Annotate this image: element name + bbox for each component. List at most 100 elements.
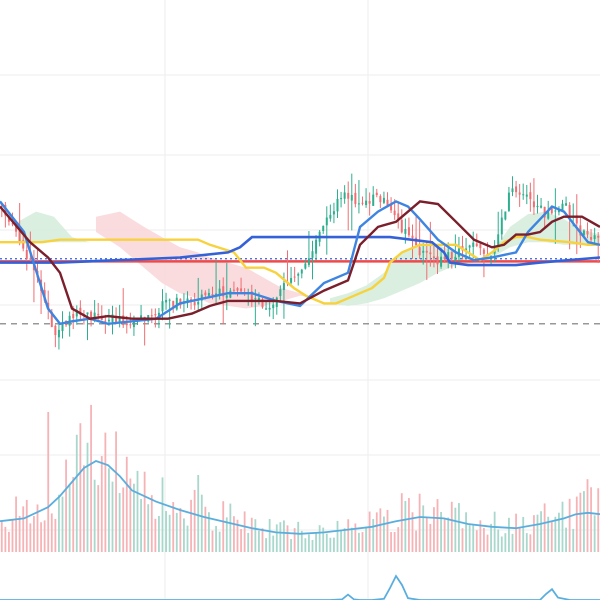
volume-bar-76 — [268, 518, 271, 552]
candle-body-34 — [118, 316, 121, 323]
volume-bar-33 — [115, 431, 117, 552]
candle-body-108 — [382, 197, 385, 203]
volume-bar-53 — [186, 525, 189, 552]
volume-bar-65 — [229, 503, 232, 552]
volume-bar-134 — [475, 530, 478, 552]
volume-bar-23 — [79, 423, 82, 552]
volume-bar-74 — [261, 528, 264, 552]
candle-body-28 — [97, 313, 100, 316]
oscillator-line — [0, 574, 600, 600]
volume-bar-136 — [483, 527, 485, 552]
volume-bar-87 — [308, 534, 310, 552]
candle-body-71 — [250, 291, 253, 301]
volume-bar-131 — [465, 512, 467, 552]
candle-body-125 — [443, 256, 446, 259]
candle-body-22 — [75, 310, 78, 317]
volume-bar-159 — [565, 527, 567, 552]
indicator-lines — [0, 200, 600, 326]
candle-body-60 — [211, 294, 214, 296]
candle-body-3 — [7, 216, 10, 222]
candle-body-31 — [107, 319, 110, 322]
candle-body-47 — [165, 300, 168, 303]
volume-bar-164 — [583, 491, 585, 552]
candle-body-23 — [79, 307, 82, 315]
candle-body-21 — [72, 313, 75, 319]
volume-bar-151 — [536, 514, 539, 552]
candle-body-49 — [172, 300, 175, 308]
volume-bar-126 — [447, 517, 450, 552]
volume-bar-163 — [579, 492, 582, 552]
candle-body-160 — [568, 205, 571, 218]
candle-body-92 — [325, 217, 328, 226]
volume-bar-141 — [500, 536, 503, 552]
volume-bar-72 — [254, 519, 257, 552]
volume-bar-70 — [247, 532, 250, 552]
volume-bar-98 — [347, 519, 350, 552]
candle-body-144 — [511, 188, 514, 193]
volume-bar-28 — [97, 485, 100, 552]
candle-body-36 — [125, 323, 128, 326]
candle-body-58 — [204, 292, 207, 296]
volume-bar-113 — [400, 493, 403, 552]
candle-body-159 — [565, 203, 568, 206]
cloud-segment-1 — [18, 211, 90, 243]
candle-body-83 — [293, 276, 296, 278]
candle-body-111 — [393, 210, 396, 216]
candle-body-66 — [232, 289, 235, 291]
candle-body-156 — [554, 210, 557, 212]
volume-bar-43 — [150, 495, 153, 552]
volume-bar-86 — [304, 538, 307, 552]
candle-body-152 — [540, 205, 543, 208]
candle-body-51 — [179, 298, 182, 306]
volume-bar-79 — [279, 522, 282, 552]
volume-bar-5 — [15, 496, 17, 552]
volume-bar-21 — [72, 477, 75, 552]
candle-body-136 — [482, 249, 485, 254]
volume-bar-61 — [215, 525, 217, 552]
volume-bar-94 — [333, 537, 335, 552]
candle-body-124 — [440, 256, 443, 267]
volume-bar-20 — [68, 484, 71, 552]
volume-bar-168 — [597, 488, 600, 552]
volume-bar-118 — [418, 493, 421, 552]
candle-body-118 — [418, 247, 421, 256]
volume-bar-32 — [111, 481, 114, 552]
candlesticks — [0, 173, 600, 350]
candle-body-98 — [347, 192, 350, 199]
volume-bar-80 — [283, 520, 285, 552]
candle-body-110 — [390, 204, 393, 211]
candle-body-55 — [193, 301, 196, 306]
volume-bar-102 — [361, 532, 364, 552]
candle-body-9 — [29, 258, 32, 260]
candle-body-64 — [225, 295, 228, 298]
candle-body-113 — [400, 219, 403, 233]
candle-body-143 — [507, 192, 510, 211]
volume-bar-4 — [11, 520, 14, 552]
candle-body-77 — [272, 304, 275, 309]
volume-bar-44 — [154, 518, 157, 552]
candle-body-105 — [372, 194, 375, 206]
candle-body-100 — [354, 192, 357, 204]
volume-bar-69 — [243, 511, 246, 552]
candle-body-33 — [115, 316, 118, 322]
oscillator-pane — [0, 574, 600, 600]
volume-bar-56 — [197, 475, 200, 552]
volume-bar-157 — [558, 512, 560, 552]
volume-bar-13 — [43, 520, 46, 552]
volume-bar-140 — [497, 529, 500, 552]
volume-bar-52 — [183, 518, 185, 552]
volume-bar-106 — [375, 512, 378, 552]
volume-bar-34 — [118, 493, 121, 552]
volume-bar-29 — [100, 456, 103, 552]
volume-bar-89 — [315, 532, 317, 552]
volume-bar-152 — [540, 511, 542, 552]
candle-body-72 — [254, 298, 257, 300]
volume-bar-148 — [525, 533, 528, 552]
volume-bar-125 — [443, 518, 446, 552]
volume-bar-60 — [211, 530, 214, 552]
conversion-line — [0, 200, 600, 326]
volume-bar-120 — [425, 516, 428, 552]
volume-bar-73 — [258, 530, 260, 552]
candle-body-123 — [436, 256, 439, 265]
